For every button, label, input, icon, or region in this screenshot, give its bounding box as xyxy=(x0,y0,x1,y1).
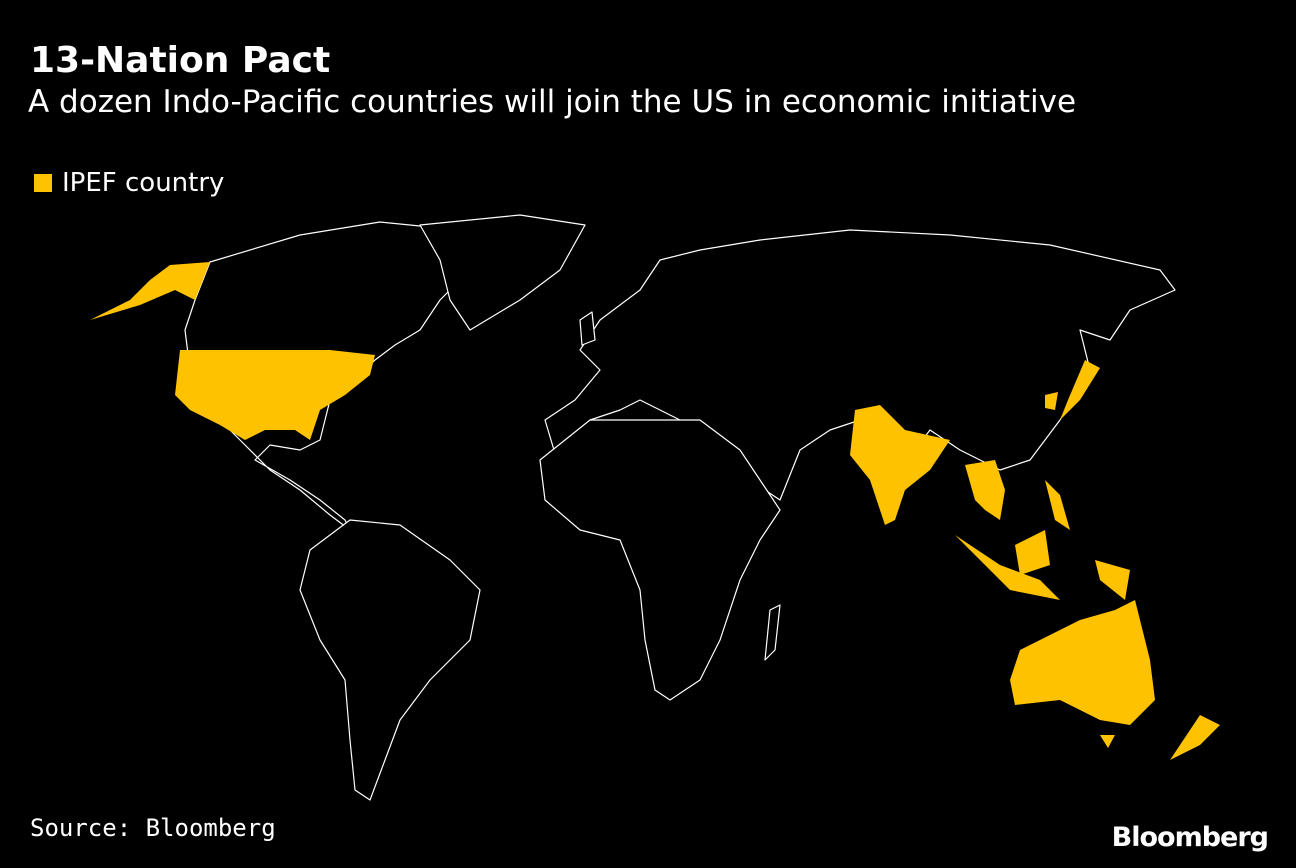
south-america xyxy=(299,519,481,801)
borneo xyxy=(1015,530,1050,575)
title: 13-Nation Pact xyxy=(30,40,331,81)
india xyxy=(850,405,950,525)
legend-swatch xyxy=(34,174,52,192)
logo: Bloomberg xyxy=(1111,822,1269,853)
uk xyxy=(579,311,596,346)
legend-label: IPEF country xyxy=(62,168,225,198)
continents xyxy=(184,214,1176,801)
madagascar xyxy=(764,604,781,661)
papua xyxy=(1095,560,1130,600)
source: Source: Bloomberg xyxy=(30,814,276,842)
malaysia-sumatra-java xyxy=(955,535,1060,600)
subtitle: A dozen Indo-Pacific countries will join… xyxy=(28,84,1077,120)
tasmania xyxy=(1100,735,1115,748)
ipef-countries xyxy=(90,262,1220,760)
australia xyxy=(1010,600,1155,725)
new-zealand xyxy=(1170,715,1220,760)
thailand-vietnam xyxy=(965,460,1005,520)
legend: IPEF country xyxy=(34,168,224,198)
korea xyxy=(1045,392,1058,410)
africa xyxy=(539,419,781,701)
japan xyxy=(1060,360,1100,420)
greenland xyxy=(419,214,586,331)
usa xyxy=(175,350,375,440)
alaska xyxy=(90,262,210,320)
philippines xyxy=(1045,480,1070,530)
